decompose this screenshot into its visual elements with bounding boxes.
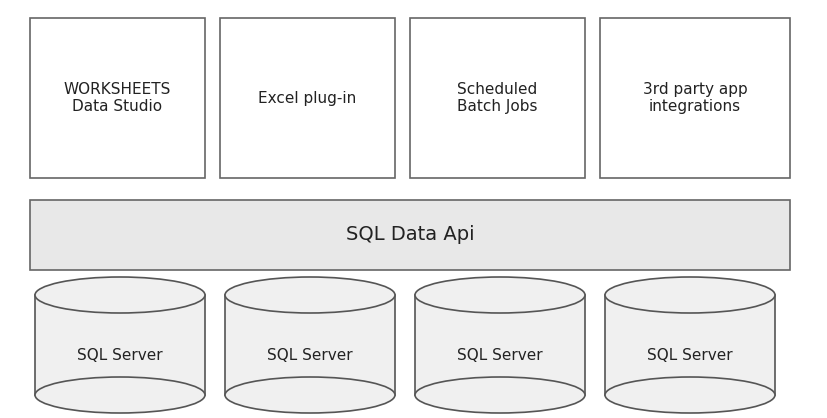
Bar bbox=[414, 295, 585, 395]
FancyBboxPatch shape bbox=[30, 18, 205, 178]
Bar bbox=[35, 295, 205, 395]
Ellipse shape bbox=[414, 277, 585, 313]
FancyBboxPatch shape bbox=[600, 18, 789, 178]
FancyBboxPatch shape bbox=[220, 18, 394, 178]
Text: Excel plug-in: Excel plug-in bbox=[258, 91, 356, 105]
Ellipse shape bbox=[35, 277, 205, 313]
Text: Scheduled
Batch Jobs: Scheduled Batch Jobs bbox=[457, 82, 537, 114]
Ellipse shape bbox=[414, 377, 585, 413]
Ellipse shape bbox=[225, 277, 394, 313]
Ellipse shape bbox=[35, 377, 205, 413]
Ellipse shape bbox=[225, 377, 394, 413]
Bar bbox=[225, 295, 394, 395]
Text: SQL Data Api: SQL Data Api bbox=[345, 225, 474, 245]
Text: 3rd party app
integrations: 3rd party app integrations bbox=[642, 82, 747, 114]
Text: SQL Server: SQL Server bbox=[267, 347, 352, 362]
Text: SQL Server: SQL Server bbox=[647, 347, 732, 362]
Bar bbox=[605, 295, 774, 395]
FancyBboxPatch shape bbox=[30, 200, 789, 270]
Ellipse shape bbox=[605, 277, 774, 313]
Text: SQL Server: SQL Server bbox=[77, 347, 163, 362]
FancyBboxPatch shape bbox=[409, 18, 585, 178]
Text: SQL Server: SQL Server bbox=[457, 347, 543, 362]
Text: WORKSHEETS
Data Studio: WORKSHEETS Data Studio bbox=[64, 82, 171, 114]
Ellipse shape bbox=[605, 377, 774, 413]
